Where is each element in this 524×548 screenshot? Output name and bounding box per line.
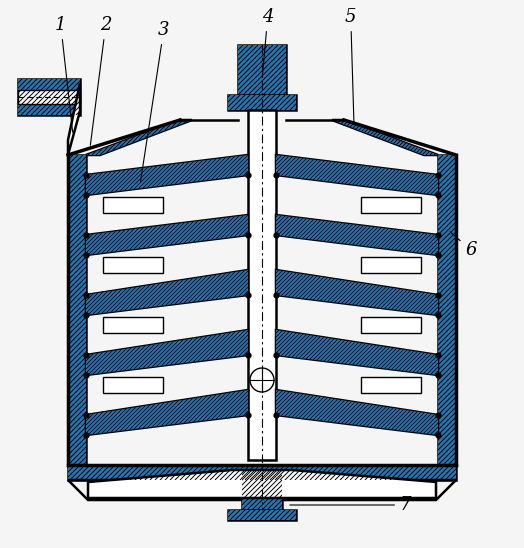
Polygon shape — [86, 390, 248, 435]
Polygon shape — [361, 197, 421, 213]
Polygon shape — [18, 79, 80, 115]
Polygon shape — [86, 330, 248, 375]
Polygon shape — [68, 465, 456, 480]
Polygon shape — [238, 45, 286, 95]
Text: 6: 6 — [450, 232, 476, 259]
Polygon shape — [228, 510, 296, 520]
Text: 4: 4 — [262, 8, 274, 77]
Polygon shape — [276, 155, 438, 195]
Polygon shape — [276, 215, 438, 255]
Polygon shape — [248, 110, 276, 460]
Polygon shape — [438, 155, 456, 465]
Polygon shape — [103, 197, 163, 213]
Polygon shape — [332, 120, 438, 155]
Text: 3: 3 — [140, 21, 169, 182]
Polygon shape — [228, 510, 296, 520]
Polygon shape — [86, 390, 248, 435]
Polygon shape — [361, 377, 421, 393]
Polygon shape — [276, 390, 438, 435]
Polygon shape — [228, 95, 296, 110]
Polygon shape — [86, 155, 248, 195]
Polygon shape — [68, 155, 86, 465]
Polygon shape — [86, 120, 192, 155]
Polygon shape — [242, 470, 282, 510]
Polygon shape — [86, 155, 248, 195]
Polygon shape — [86, 270, 248, 315]
Polygon shape — [438, 155, 456, 465]
Text: 2: 2 — [90, 16, 112, 145]
Polygon shape — [88, 470, 436, 498]
Polygon shape — [242, 470, 282, 510]
Polygon shape — [18, 79, 80, 115]
Polygon shape — [228, 95, 296, 110]
Text: 7: 7 — [290, 496, 411, 514]
Text: 1: 1 — [55, 16, 73, 132]
Polygon shape — [276, 215, 438, 255]
Polygon shape — [276, 270, 438, 315]
Polygon shape — [18, 90, 80, 104]
Polygon shape — [276, 390, 438, 435]
Polygon shape — [238, 45, 286, 95]
Polygon shape — [103, 377, 163, 393]
Polygon shape — [86, 215, 248, 255]
Polygon shape — [86, 120, 192, 155]
Polygon shape — [103, 317, 163, 333]
Polygon shape — [276, 330, 438, 375]
Polygon shape — [68, 83, 80, 155]
Text: 5: 5 — [345, 8, 356, 122]
Polygon shape — [68, 155, 86, 465]
Polygon shape — [276, 330, 438, 375]
Polygon shape — [68, 465, 456, 480]
Polygon shape — [361, 257, 421, 273]
Polygon shape — [332, 120, 438, 155]
Polygon shape — [103, 257, 163, 273]
Polygon shape — [86, 215, 248, 255]
Polygon shape — [86, 330, 248, 375]
Polygon shape — [361, 317, 421, 333]
Polygon shape — [276, 270, 438, 315]
Polygon shape — [86, 270, 248, 315]
Polygon shape — [276, 155, 438, 195]
